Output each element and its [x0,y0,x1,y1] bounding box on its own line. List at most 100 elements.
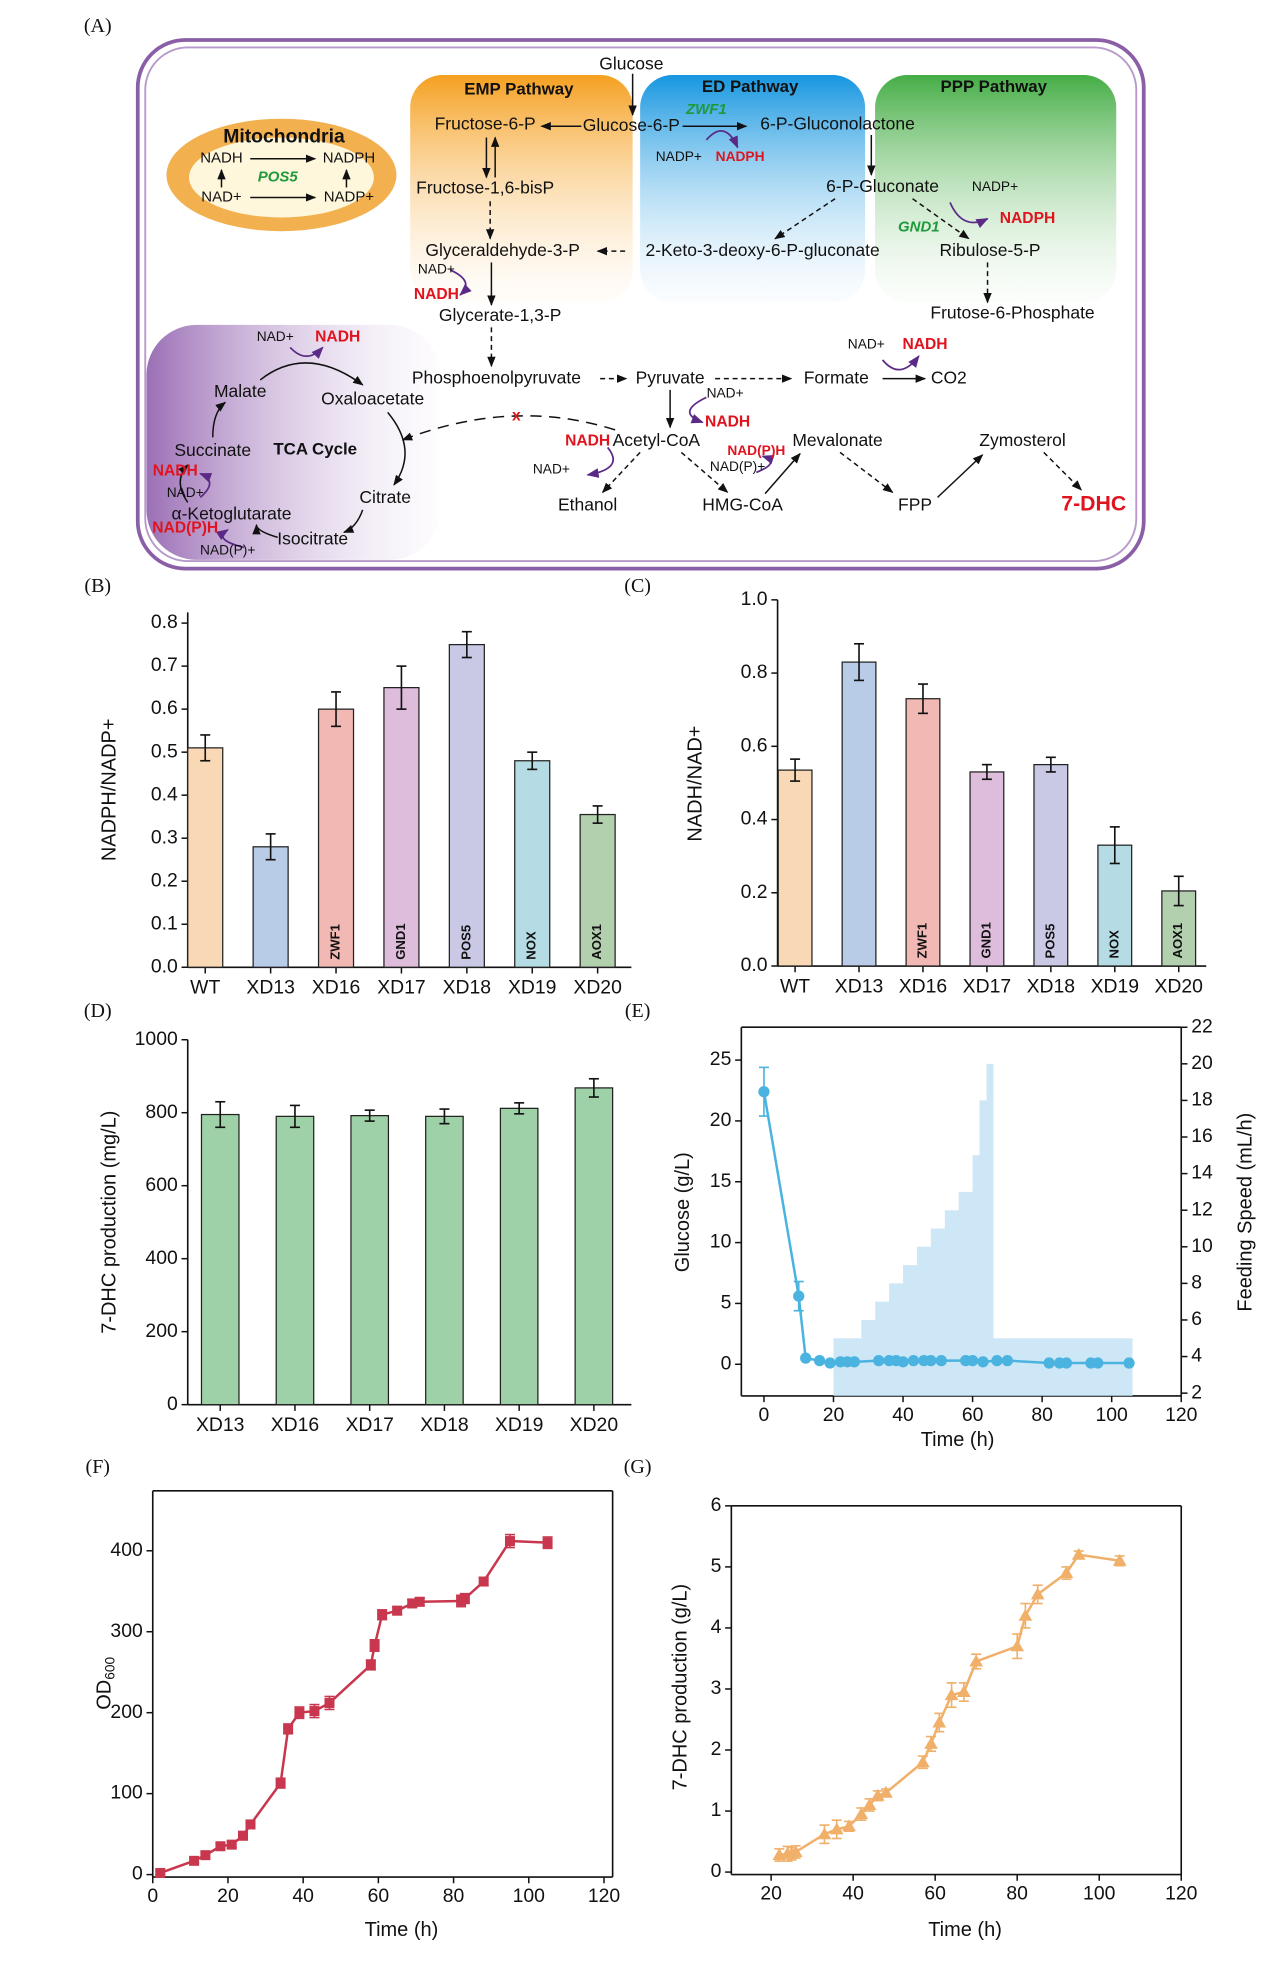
bar [841,661,877,967]
x-tick-label: XD17 [963,975,1011,997]
x-tick-label: 100 [1083,1883,1116,1905]
y-tick-label: 0.3 [151,826,178,848]
y-tick-label: 0.8 [151,611,178,633]
x-tick-label: XD20 [570,1414,619,1436]
bar-label: AOX1 [589,924,604,960]
y-tick-label: 0.1 [151,912,178,934]
diagram-label: Fructose-6-P [435,114,536,134]
diagram-label: 6-P-Gluconolactone [760,114,915,134]
x-tick-label: XD13 [196,1414,244,1436]
x-axis-label: Time (h) [928,1919,1002,1941]
x-tick-label: XD18 [443,977,491,999]
diagram-label: POS5 [258,168,299,185]
point [459,1593,470,1604]
chart: (D) 0 200 400 600 800 1000 7-DHC production (mg… [84,1000,632,1436]
diagram-label: Glucose-6-P [583,115,680,135]
y-tick-label: 0 [167,1393,178,1415]
cell-border [135,38,1146,571]
diagram-label: NADH [315,329,360,346]
bar-label: NOX [1106,930,1121,959]
point [793,1290,805,1302]
diagram-label: 6-P-Gluconate [826,176,939,196]
x-tick-label: XD19 [495,1414,543,1436]
point [897,1356,909,1368]
x-tick-label: 60 [368,1885,390,1907]
point [935,1354,947,1367]
y-tick-label: 5 [721,1292,732,1314]
series-line [159,1539,548,1875]
y2-tick-label: 22 [1191,1015,1213,1037]
point [848,1356,860,1368]
y-tick-label: 1 [711,1799,722,1821]
bar [425,1115,464,1406]
point [1060,1357,1073,1369]
y-tick-label: 300 [110,1620,143,1642]
point [309,1706,320,1717]
x-tick-label: XD18 [420,1414,468,1436]
diagram-label: NAD(P)+ [710,459,765,474]
chart: (E) 0 5 10 15 20 25 2 4 6 8 10 12 14 16 18 20 22 0 20 40 60 80… [625,1000,1257,1451]
diagram-label: NAD+ [707,385,744,400]
y-tick-label: 0.0 [741,954,768,976]
point [189,1855,200,1866]
y-tick-label: 0.7 [151,654,178,676]
panel-label: (F) [86,1456,110,1478]
diagram-label: Glyceraldehyde-3-P [425,240,580,260]
arrows [178,73,1083,549]
diagram-label: 2-Keto-3-deoxy-6-P-gluconate [645,240,879,260]
diagram-label: NAD+ [848,337,885,352]
point [155,1867,166,1878]
diagram-label: NADH [705,414,750,431]
bar [574,1087,614,1406]
point [542,1537,553,1548]
diagram-label: NAD(P)H [727,443,785,458]
point [283,1723,294,1734]
x-tick-label: XD16 [312,977,360,999]
y-tick-label: 15 [710,1170,732,1192]
x-tick-label: XD18 [1027,975,1075,997]
y-tick-label: 25 [710,1048,732,1070]
diagram-label: NADP+ [324,188,375,205]
bar [252,846,289,968]
y-tick-label: 0.2 [741,881,768,903]
diagram-label: Oxaloacetate [321,389,424,409]
bar [317,708,355,968]
x-tick-label: XD17 [345,1414,393,1436]
x-tick-label: 100 [513,1885,546,1907]
error-bar [592,805,603,824]
error-bar [215,1100,226,1129]
point [915,1755,930,1768]
diagram-label: NAD(P)+ [200,543,255,558]
chart: (G) 0 1 2 3 4 5 6 20 40 60 80 100 120 7-DHC production… [624,1456,1198,1941]
y-tick-label: 0 [711,1860,722,1882]
y-axis-label: OD600 [94,1657,117,1710]
error-bar [200,734,211,762]
error-bar [331,691,342,728]
y2-tick-label: 20 [1191,1052,1213,1074]
bar [777,769,813,967]
error-bar [396,665,407,710]
point [957,1685,971,1698]
point [758,1086,770,1098]
diagram-label: Malate [214,381,266,401]
error-bar [588,1077,599,1098]
y-tick-label: 0 [721,1352,732,1374]
y-tick-label: 3 [711,1677,722,1699]
diagram-label: Succinate [174,440,251,460]
tca-region [146,324,441,560]
diagram-label: NADH [153,462,198,479]
y-tick-label: 1000 [135,1028,178,1050]
x-tick-label: 0 [759,1404,770,1426]
error-bar [1109,826,1120,865]
y2-tick-label: 4 [1191,1345,1202,1367]
x-axis-label: Time (h) [365,1919,439,1941]
diagram-label: NAD+ [533,462,570,477]
diagram-label: NADH [903,336,948,353]
x-tick-label: XD13 [835,975,883,997]
x-tick-label: XD19 [508,977,556,999]
y-tick-label: 400 [110,1539,143,1561]
diagram-label: NADP+ [972,179,1018,194]
x-tick-label: 40 [292,1885,314,1907]
error-bar [514,1102,525,1115]
y-tick-label: 0.2 [151,869,178,891]
